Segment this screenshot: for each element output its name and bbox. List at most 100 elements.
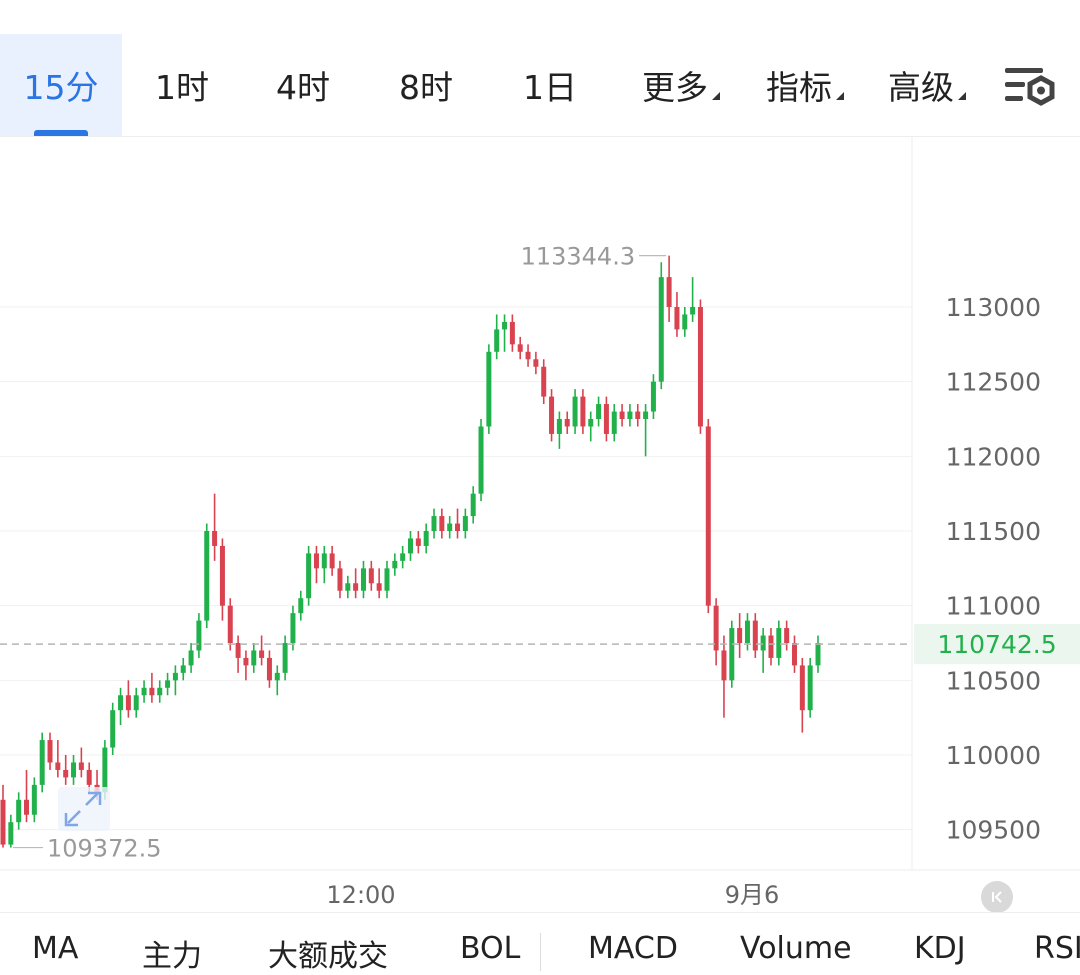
candle-body	[447, 523, 453, 531]
expand-chart-icon[interactable]	[58, 787, 110, 831]
tab-1d[interactable]: 1日	[488, 34, 612, 136]
candle-body	[133, 695, 139, 711]
candle-body	[392, 560, 398, 569]
candle-body	[408, 538, 413, 554]
tab-1h[interactable]: 1时	[122, 34, 242, 136]
candle-body	[251, 650, 257, 666]
candlestick-chart-svg: 113000 112500 112000 111500 111000 110500 1100…	[0, 137, 1080, 909]
candle-body	[643, 411, 649, 419]
candle-body	[549, 396, 555, 434]
candle-body	[752, 620, 758, 651]
candle-body	[462, 516, 468, 531]
candle-body	[478, 426, 484, 494]
candle-body	[149, 687, 155, 696]
candle-body	[807, 665, 813, 711]
indicator-divider	[540, 933, 541, 971]
candle-body	[274, 672, 280, 681]
candle-body	[55, 762, 61, 770]
candle-body	[204, 531, 210, 621]
tab-4h[interactable]: 4时	[242, 34, 364, 136]
indicator-bol[interactable]: BOL	[460, 931, 521, 966]
candle-body	[619, 411, 625, 419]
candle-body	[470, 493, 476, 517]
indicator-rsi[interactable]: RSI	[1034, 931, 1080, 966]
indicator-large-trades[interactable]: 大额成交	[268, 939, 388, 974]
y-tick-label: 112500	[946, 368, 1041, 397]
candle-body	[282, 643, 288, 673]
tab-15m[interactable]: 15分	[0, 34, 122, 136]
candle-body	[259, 650, 265, 658]
scroll-to-latest-button[interactable]	[981, 881, 1013, 913]
indicators-dropdown[interactable]: 指标	[750, 34, 860, 136]
candle-body	[791, 643, 797, 666]
tab-label: 15分	[23, 68, 99, 107]
candle-body	[517, 344, 523, 352]
candle-body	[768, 635, 774, 658]
y-tick-label: 111500	[946, 517, 1041, 546]
candle-body	[713, 605, 719, 651]
candle-body	[799, 665, 805, 711]
candle-body	[110, 710, 116, 748]
more-dropdown[interactable]: 更多	[626, 34, 736, 136]
candle-body	[603, 404, 609, 434]
indicator-kdj[interactable]: KDJ	[914, 931, 966, 966]
indicator-bar: MA 主力 大额成交 BOL MACD Volume KDJ RSI	[0, 912, 1080, 974]
candle-body	[243, 657, 249, 666]
candle-body	[384, 568, 390, 591]
candle-body	[658, 277, 664, 382]
candle-body	[415, 538, 421, 546]
candle-body	[313, 553, 319, 569]
candle-body	[494, 329, 500, 352]
chart-settings-icon[interactable]	[1003, 64, 1055, 110]
timeframe-toolbar: 15分 1时 4时 8时 1日 更多 指标 高级	[0, 0, 1080, 137]
candle-body	[141, 687, 147, 696]
candle-body	[31, 784, 37, 815]
candle-body	[212, 531, 218, 546]
dropdown-label: 更多	[642, 68, 708, 107]
candle-body	[337, 568, 343, 591]
y-tick-label: 112000	[946, 442, 1041, 471]
candle-body	[564, 419, 570, 427]
indicator-macd[interactable]: MACD	[588, 931, 678, 966]
candle-body	[290, 613, 296, 643]
advanced-dropdown[interactable]: 高级	[872, 34, 982, 136]
y-tick-label: 110000	[946, 741, 1041, 770]
x-tick-label: 9月6	[725, 881, 780, 909]
tab-label: 1时	[155, 68, 209, 107]
indicator-volume[interactable]: Volume	[740, 931, 852, 966]
candle-body	[39, 740, 45, 785]
candle-body	[188, 650, 194, 666]
candle-body	[172, 672, 178, 681]
candle-body	[24, 799, 30, 815]
candle-body	[16, 799, 22, 823]
candle-body	[400, 553, 406, 561]
dropdown-corner-icon	[712, 92, 720, 100]
candle-body	[266, 657, 272, 681]
dropdown-label: 高级	[888, 68, 954, 107]
candle-body	[690, 307, 696, 315]
indicator-main-force[interactable]: 主力	[142, 939, 202, 974]
tab-label: 4时	[276, 68, 330, 107]
candle-body	[306, 553, 312, 599]
dropdown-corner-icon	[958, 92, 966, 100]
candle-body	[596, 404, 602, 419]
candle-body	[502, 321, 508, 330]
candle-body	[635, 411, 641, 419]
candle-body	[674, 307, 680, 330]
candle-body	[118, 695, 124, 711]
tab-label: 8时	[399, 68, 453, 107]
candle-body	[423, 531, 429, 546]
candle-body	[455, 523, 461, 531]
dropdown-label: 指标	[766, 68, 832, 107]
y-tick-label: 110500	[946, 666, 1041, 695]
indicator-ma[interactable]: MA	[32, 931, 79, 966]
candle-body	[697, 307, 703, 427]
candle-body	[721, 650, 727, 681]
last-price-label: 110742.5	[937, 630, 1056, 659]
candle-body	[431, 516, 437, 531]
tab-8h[interactable]: 8时	[364, 34, 488, 136]
price-chart[interactable]: 113000 112500 112000 111500 111000 110500 1100…	[0, 137, 1080, 912]
candle-body	[509, 321, 515, 345]
candle-body	[165, 680, 171, 688]
candle-body	[588, 419, 594, 427]
